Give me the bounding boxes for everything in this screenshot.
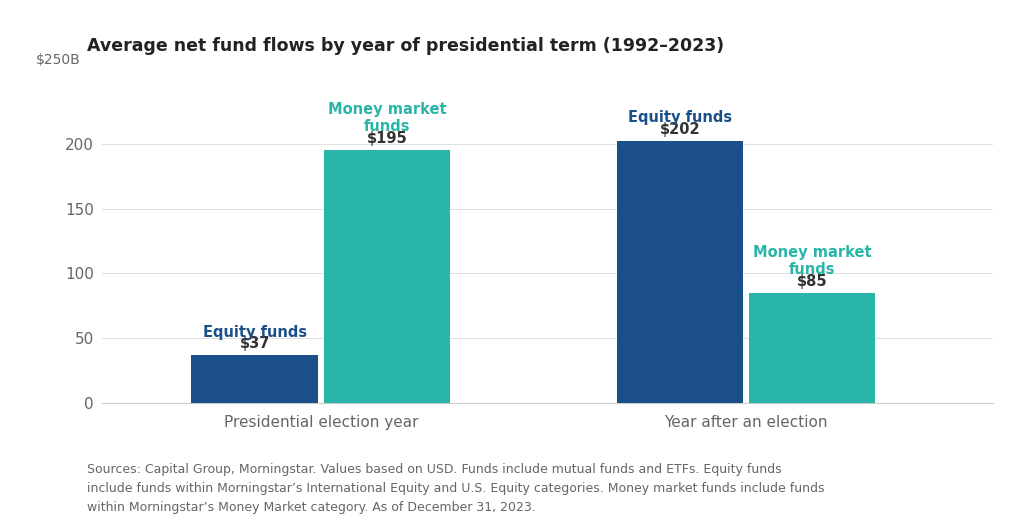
Text: Sources: Capital Group, Morningstar. Values based on USD. Funds include mutual f: Sources: Capital Group, Morningstar. Val…	[87, 463, 824, 514]
Text: Money market
funds: Money market funds	[753, 245, 871, 277]
Text: $37: $37	[240, 336, 270, 352]
Text: Equity funds: Equity funds	[203, 325, 307, 340]
Text: $250B: $250B	[36, 53, 80, 67]
Bar	[749, 293, 876, 403]
Text: $202: $202	[659, 122, 700, 137]
Text: $85: $85	[797, 274, 827, 289]
Text: Average net fund flows by year of presidential term (1992–2023): Average net fund flows by year of presid…	[87, 37, 724, 54]
Text: Money market
funds: Money market funds	[328, 102, 446, 135]
Text: Equity funds: Equity funds	[628, 111, 732, 125]
Bar	[191, 355, 317, 403]
Text: $195: $195	[367, 131, 408, 146]
Bar	[616, 141, 743, 403]
Bar	[324, 150, 451, 403]
